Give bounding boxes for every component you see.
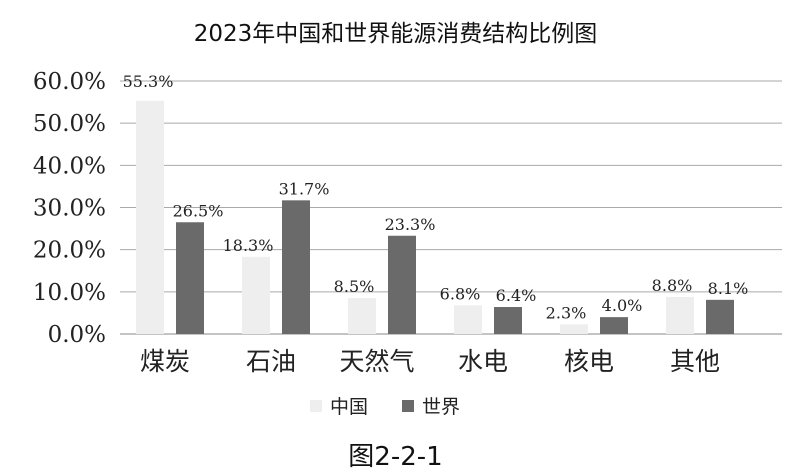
legend-swatch-china: [310, 399, 322, 412]
x-tick-label: 核电: [564, 347, 614, 376]
legend-label-china: 中国: [330, 396, 369, 418]
bar-china: [666, 296, 694, 334]
data-label: 8.1%: [708, 279, 749, 298]
bar-china: [560, 324, 588, 334]
y-tick-label: 10.0%: [33, 280, 106, 306]
x-tick-label: 水电: [458, 347, 508, 376]
data-label: 31.7%: [279, 179, 330, 198]
legend: 中国 世界: [310, 392, 460, 419]
x-tick-label: 天然气: [339, 347, 414, 376]
bar-world: [282, 200, 310, 334]
bar-world: [388, 235, 416, 334]
chart-title: 2023年中国和世界能源消费结构比例图: [193, 21, 598, 47]
data-label: 23.3%: [385, 215, 436, 234]
legend-swatch-world: [402, 399, 415, 412]
data-label: 4.0%: [602, 296, 643, 315]
bar-china: [348, 298, 376, 334]
data-label: 6.4%: [496, 286, 537, 305]
y-tick-label: 50.0%: [33, 111, 106, 137]
data-label: 2.3%: [546, 303, 587, 322]
bar-world: [176, 222, 204, 334]
data-label: 26.5%: [173, 201, 224, 220]
bar-china: [242, 256, 270, 334]
bar-china: [454, 305, 482, 334]
y-tick-label: 60.0%: [33, 69, 106, 95]
y-tick-label: 0.0%: [48, 322, 106, 348]
bar-world: [494, 307, 522, 334]
data-label: 6.8%: [440, 284, 481, 303]
bar-world: [600, 317, 628, 334]
data-label: 8.5%: [334, 277, 375, 296]
data-label: 8.8%: [652, 276, 693, 295]
legend-label-world: 世界: [422, 396, 461, 418]
bar-china: [136, 100, 164, 335]
x-tick-label: 其他: [670, 347, 720, 376]
figure-caption: 图2-2-1: [348, 442, 443, 472]
y-tick-label: 40.0%: [33, 153, 106, 179]
x-tick-label: 石油: [246, 347, 296, 376]
y-tick-label: 20.0%: [33, 238, 106, 264]
y-tick-label: 30.0%: [33, 196, 106, 222]
data-label: 55.3%: [123, 72, 174, 91]
bar-chart: 0.0% 10.0% 20.0% 30.0% 40.0% 50.0% 60.0% 煤炭 55.3…: [33, 69, 782, 376]
x-tick-label: 煤炭: [140, 347, 190, 376]
bar-world: [706, 299, 734, 334]
data-label: 18.3%: [223, 236, 274, 255]
